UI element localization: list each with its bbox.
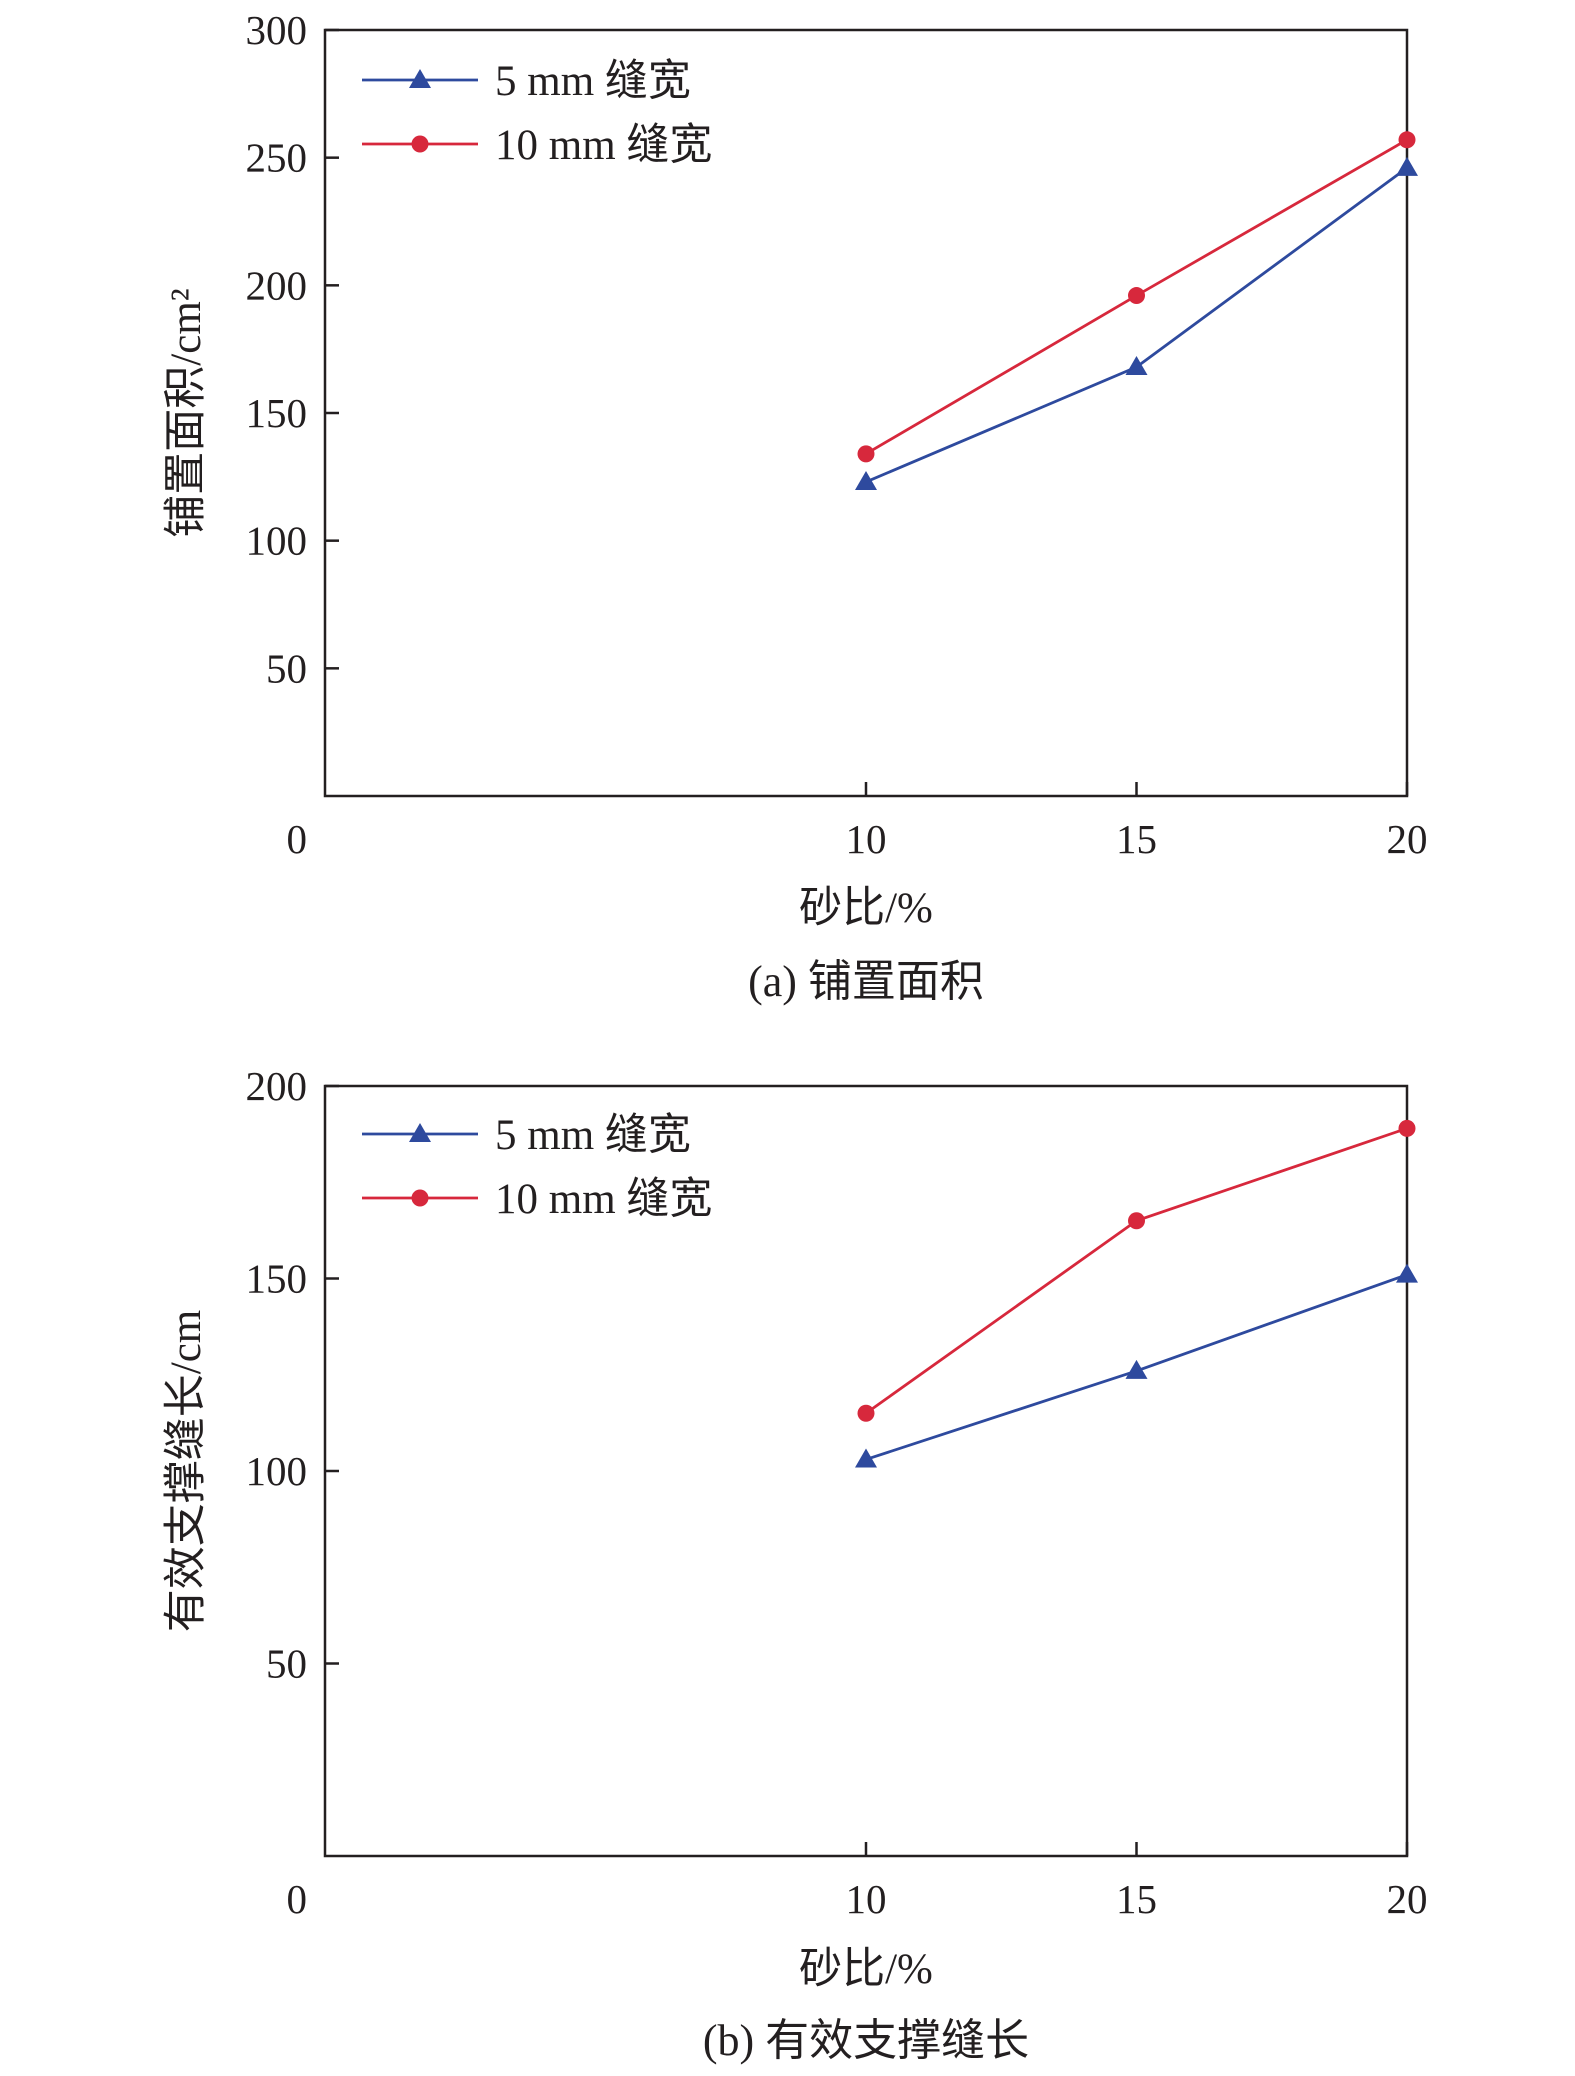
legend-marker <box>409 1123 431 1142</box>
data-point <box>855 470 877 490</box>
legend: 5 mm 缝宽 10 mm 缝宽 <box>362 57 712 169</box>
legend: 5 mm 缝宽 10 mm 缝宽 <box>362 1111 712 1223</box>
data-point <box>855 1448 877 1468</box>
x-tick-label: 20 <box>1387 1876 1428 1922</box>
y-tick-label: 150 <box>246 1256 308 1302</box>
y-axis-label: 有效支撑缝长/cm <box>163 1310 210 1632</box>
y-tick-label: 100 <box>246 1448 308 1494</box>
y-tick-label: 0 <box>287 1876 308 1922</box>
x-tick-label: 10 <box>846 816 887 862</box>
data-point <box>1398 1119 1416 1137</box>
series-group <box>855 1119 1418 1468</box>
x-tick-label: 20 <box>1387 816 1428 862</box>
legend-marker <box>411 1189 429 1207</box>
chart-a: 0 50 100 150 200 250 300 10 15 20 5 mm 缝宽 10 mm 缝… <box>163 7 1428 1006</box>
y-tick-label: 150 <box>246 390 308 436</box>
series-group <box>855 131 1418 490</box>
legend-label: 5 mm 缝宽 <box>495 1111 691 1159</box>
data-point <box>857 1404 875 1422</box>
chart-caption: (a) 铺置面积 <box>748 957 984 1006</box>
data-point <box>1128 1212 1145 1230</box>
plot-frame <box>323 1084 1409 1858</box>
x-axis-ticks: 10 15 20 <box>846 782 1428 862</box>
data-point <box>1125 1359 1148 1379</box>
y-axis-ticks: 0 50 100 150 200 250 300 <box>246 7 339 862</box>
y-tick-label: 0 <box>287 816 308 862</box>
y-tick-label: 50 <box>266 645 307 691</box>
chart-caption: (b) 有效支撑缝长 <box>703 2016 1029 2065</box>
legend-label: 5 mm 缝宽 <box>495 57 691 105</box>
x-axis-ticks: 10 15 20 <box>846 1842 1428 1922</box>
legend-marker <box>411 135 429 153</box>
y-tick-label: 200 <box>246 262 308 308</box>
y-tick-label: 200 <box>246 1063 308 1109</box>
x-tick-label: 10 <box>846 1876 887 1922</box>
y-tick-label: 300 <box>246 7 308 53</box>
data-point <box>1396 156 1418 176</box>
chart-b: 0 50 100 150 200 10 15 20 5 mm 缝宽 10 mm 缝宽 有效支撑… <box>163 1063 1428 2065</box>
y-axis-ticks: 0 50 100 150 200 <box>246 1063 339 1922</box>
plot-frame <box>323 28 1409 798</box>
y-axis-label: 铺置面积/cm² <box>163 288 210 537</box>
legend-label: 10 mm 缝宽 <box>495 121 712 169</box>
x-axis-label: 砂比/% <box>799 885 933 932</box>
y-tick-label: 100 <box>246 518 308 564</box>
data-point <box>1128 287 1145 305</box>
data-point <box>857 445 875 463</box>
y-tick-label: 250 <box>246 135 308 181</box>
legend-label: 10 mm 缝宽 <box>495 1175 712 1223</box>
x-axis-label: 砂比/% <box>799 1946 933 1993</box>
x-tick-label: 15 <box>1116 1876 1157 1922</box>
x-tick-label: 15 <box>1116 816 1157 862</box>
data-point <box>1398 131 1416 149</box>
series-line-1 <box>865 166 1408 484</box>
data-point <box>1396 1263 1418 1283</box>
legend-marker <box>409 69 431 88</box>
data-point <box>1125 356 1148 376</box>
y-tick-label: 50 <box>266 1641 307 1687</box>
